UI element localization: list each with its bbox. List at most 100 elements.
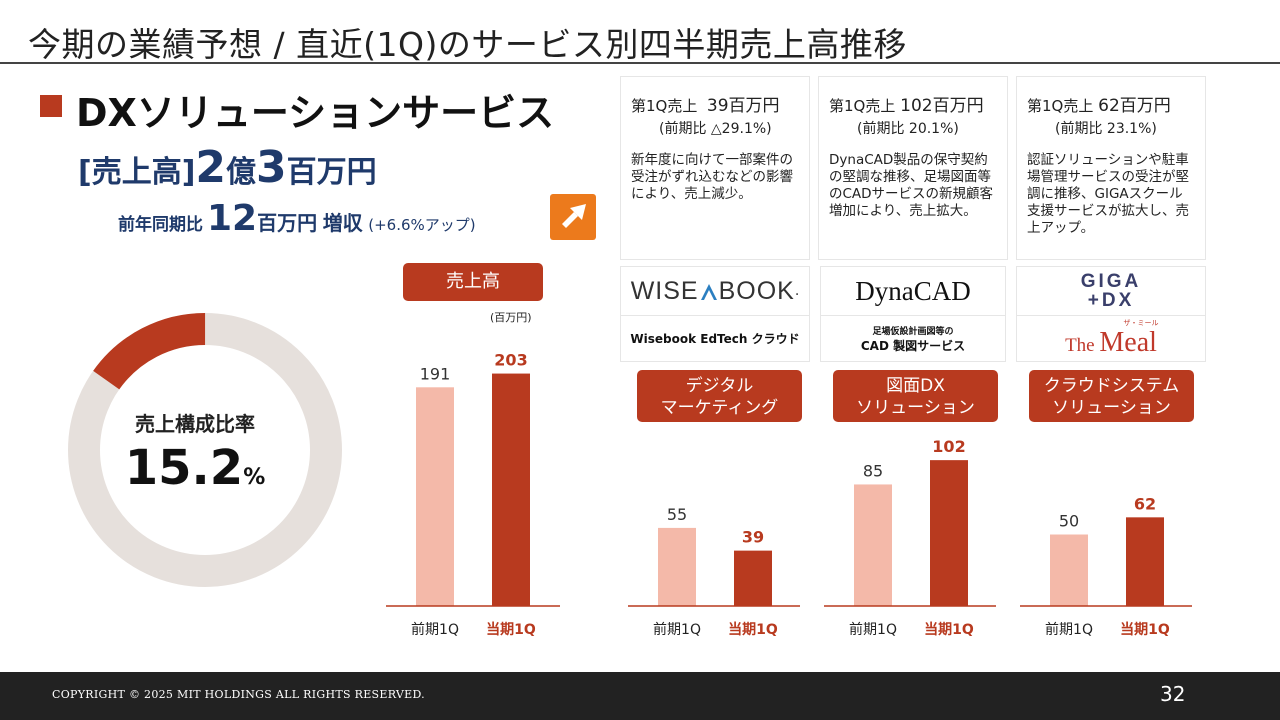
yoy-note: (+6.6%アップ) — [368, 216, 476, 234]
page-number: 32 — [1160, 682, 1186, 706]
giga-dx-logo: GIGA +DX — [1017, 267, 1205, 315]
arrow-up-right-icon — [550, 194, 596, 240]
donut-share-segment — [68, 313, 342, 587]
info-sub: (前期比 △29.1%) — [659, 121, 772, 137]
yoy-label: 前年同期比 — [118, 215, 203, 235]
wisebook-logo-book: BOOK — [718, 276, 795, 305]
main-chart-unit: (百万円) — [490, 311, 532, 324]
dynacad-caption-line1: 足場仮設計画図等の — [872, 326, 954, 337]
donut-value-number: 15.2 — [124, 440, 244, 496]
category-badge-digital: デジタル マーケティング — [637, 370, 802, 422]
logo-box-wisebook: WISE BOOK . Wisebook EdTech クラウド — [620, 266, 810, 362]
the-meal-logo-meal: Meal — [1099, 326, 1157, 358]
yoy-word: 増収 — [322, 211, 363, 235]
category-line1: クラウドシステム — [1043, 376, 1180, 396]
category-line2: ソリューション — [1052, 398, 1171, 418]
giga-logo-line2: +DX — [1087, 290, 1135, 311]
bar-chart-1: 55 前期1Q 39 当期1Q — [628, 505, 800, 638]
category-badge-cloud: クラウドシステム ソリューション — [1029, 370, 1194, 422]
info-head-value: 62百万円 — [1098, 96, 1171, 116]
logo-box-dynacad: DynaCAD 足場仮設計画図等の CAD 製図サービス — [820, 266, 1006, 362]
bar-当期1Q — [930, 460, 968, 606]
sales-summary: [売上高]2億3百万円 — [78, 142, 377, 193]
info-sub: (前期比 20.1%) — [857, 121, 959, 137]
category-badge-drawing: 図面DX ソリューション — [833, 370, 998, 422]
page-title: 今期の業績予想 / 直近(1Q)のサービス別四半期売上高推移 — [28, 25, 907, 64]
sales-man-unit: 百万円 — [286, 155, 377, 190]
bar-前期1Q — [658, 527, 696, 606]
category-tick-label: 前期1Q — [653, 621, 701, 638]
sales-oku-unit: 億 — [226, 155, 257, 190]
book-icon — [700, 284, 717, 300]
category-line2: マーケティング — [660, 398, 779, 418]
category-tick-label: 前期1Q — [849, 621, 897, 638]
info-body: 認証ソリューションや駐車場管理サービスの受注が堅調に推移、GIGAスクール支援サ… — [1027, 152, 1189, 236]
bar-value-label: 62 — [1134, 494, 1156, 513]
donut-value-unit: % — [243, 465, 266, 490]
donut-label: 売上構成比率 — [135, 412, 255, 436]
category-line1: デジタル — [685, 376, 754, 396]
info-body: 新年度に向けて一部案件の受注がずれ込むなどの影響により、売上減少。 — [631, 152, 793, 202]
title-divider — [0, 62, 1280, 64]
info-box-cloud: 第1Q売上 62百万円 (前期比 23.1%) 認証ソリューションや駐車場管理サ… — [1016, 76, 1206, 260]
bar-value-label: 55 — [667, 505, 687, 524]
sales-oku: 2 — [195, 142, 227, 193]
yoy-summary: 前年同期比 12百万円 増収 (+6.6%アップ) — [118, 198, 476, 239]
bar-当期1Q — [1126, 517, 1164, 606]
info-sub: (前期比 23.1%) — [1055, 121, 1157, 137]
bar-value-label: 39 — [742, 528, 764, 547]
info-box-digital: 第1Q売上 39百万円 (前期比 △29.1%) 新年度に向けて一部案件の受注が… — [620, 76, 810, 260]
info-head-value: 102百万円 — [900, 96, 984, 116]
donut-value: 15.2% — [60, 440, 330, 496]
section-title: DXソリューションサービス — [76, 91, 555, 135]
footer-copyright: COPYRIGHT © 2025 MIT HOLDINGS ALL RIGHTS… — [52, 688, 425, 701]
info-box-drawing: 第1Q売上 102百万円 (前期比 20.1%) DynaCAD製品の保守契約の… — [818, 76, 1008, 260]
wisebook-logo-wise: WISE — [630, 276, 699, 305]
wisebook-caption: Wisebook EdTech クラウド — [630, 332, 800, 346]
giga-logo-line1: GIGA — [1080, 271, 1142, 292]
composition-donut-chart — [68, 313, 342, 587]
bar-value-label: 85 — [863, 461, 883, 480]
category-tick-label: 当期1Q — [728, 621, 778, 638]
category-tick-label: 前期1Q — [1045, 621, 1093, 638]
main-chart-badge: 売上高 — [403, 263, 543, 301]
sales-man: 3 — [256, 142, 287, 193]
bar-当期1Q — [492, 373, 530, 606]
category-line2: ソリューション — [856, 398, 975, 418]
bar-value-label: 203 — [494, 351, 527, 370]
yoy-value: 12 — [207, 198, 258, 239]
footer-bar — [0, 672, 1280, 720]
info-head-prefix: 第1Q売上 — [631, 97, 698, 115]
info-head-prefix: 第1Q売上 — [829, 97, 896, 115]
wisebook-logo: WISE BOOK . — [621, 267, 809, 315]
sales-label: [売上高] — [78, 155, 196, 190]
info-head-prefix: 第1Q売上 — [1027, 97, 1094, 115]
bar-当期1Q — [734, 550, 772, 606]
dynacad-logo: DynaCAD — [855, 275, 971, 306]
bar-chart-3: 50 前期1Q 62 当期1Q — [1020, 494, 1192, 638]
yoy-unit: 百万円 — [257, 211, 318, 235]
bar-value-label: 50 — [1059, 512, 1079, 531]
dynacad-caption-line2: CAD 製図サービス — [860, 338, 966, 353]
the-meal-logo: ザ・ミール The Meal — [1017, 315, 1205, 361]
category-tick-label: 当期1Q — [924, 621, 974, 638]
category-line1: 図面DX — [886, 376, 945, 396]
the-meal-logo-ruby: ザ・ミール — [1123, 318, 1159, 327]
bar-前期1Q — [854, 484, 892, 606]
category-tick-label: 前期1Q — [411, 621, 459, 638]
bar-chart-0: 191 前期1Q 203 当期1Q — [386, 351, 560, 638]
bar-前期1Q — [416, 387, 454, 606]
category-tick-label: 当期1Q — [486, 621, 536, 638]
bar-value-label: 191 — [420, 364, 451, 383]
bar-chart-2: 85 前期1Q 102 当期1Q — [824, 437, 996, 638]
bar-前期1Q — [1050, 534, 1088, 606]
logo-box-giga-meal: GIGA +DX ザ・ミール The Meal — [1016, 266, 1206, 362]
bar-charts-layer: 191前期1Q203当期1Q55前期1Q39当期1Q85前期1Q102当期1Q5… — [386, 351, 1192, 638]
the-meal-logo-the: The — [1065, 334, 1100, 356]
wisebook-logo-mark: . — [794, 283, 800, 299]
info-head-value: 39百万円 — [706, 96, 780, 116]
bar-value-label: 102 — [932, 437, 965, 456]
category-tick-label: 当期1Q — [1120, 621, 1170, 638]
info-body: DynaCAD製品の保守契約の堅調な推移、足場図面等のCADサービスの新規顧客増… — [829, 152, 994, 219]
section-bullet-icon — [40, 95, 62, 117]
